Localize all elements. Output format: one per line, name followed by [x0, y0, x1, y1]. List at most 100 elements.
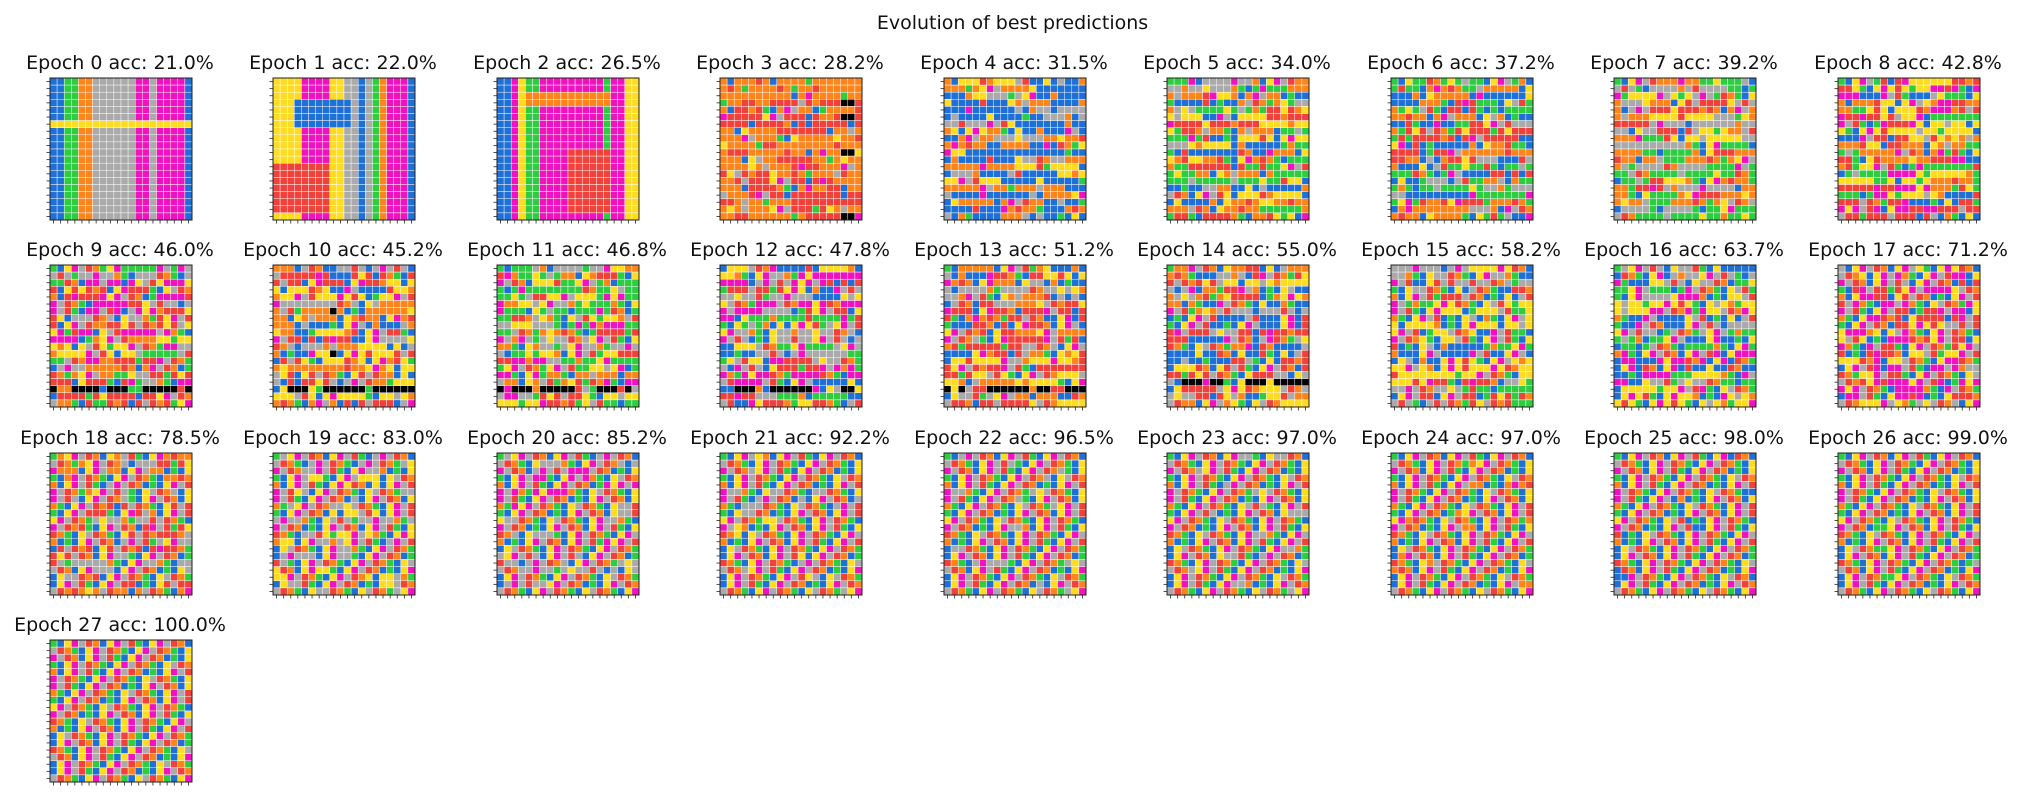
grid-cell: [539, 170, 547, 178]
grid-cell: [719, 84, 728, 93]
grid-cell: [127, 141, 136, 150]
grid-cell: [1440, 84, 1449, 93]
grid-cell: [1642, 99, 1650, 107]
grid-cell: [1266, 205, 1274, 214]
grid-cell: [610, 99, 618, 107]
grid-cell: [56, 378, 65, 386]
grid-cell: [1251, 170, 1260, 178]
grid-cell: [177, 106, 186, 114]
grid-cell: [1727, 212, 1735, 221]
grid-cell: [1620, 191, 1629, 199]
grid-cell: [343, 293, 352, 301]
grid-cell: [85, 91, 93, 100]
grid-cell: [301, 399, 309, 408]
grid-cell: [1922, 120, 1931, 128]
grid-cell: [776, 91, 785, 100]
grid-cell: [127, 205, 136, 214]
grid-cell: [1930, 113, 1938, 121]
grid-cell: [400, 106, 409, 114]
grid-cell: [142, 84, 150, 93]
grid-cell: [1028, 77, 1037, 86]
grid-cell: [1734, 184, 1743, 192]
grid-cell: [149, 286, 157, 294]
grid-cell: [1965, 141, 1974, 150]
grid-cell: [315, 141, 323, 150]
grid-cell: [393, 378, 402, 386]
grid-cell: [379, 364, 387, 372]
grid-cell: [1727, 84, 1735, 93]
grid-cell: [286, 77, 295, 86]
grid-cell: [1447, 113, 1456, 121]
grid-cell: [156, 91, 164, 100]
grid-cell: [56, 371, 65, 379]
grid-cell: [1440, 162, 1449, 171]
grid-cell: [1287, 99, 1296, 107]
grid-cell: [350, 392, 359, 401]
grid-cell: [1259, 155, 1267, 164]
grid-cell: [1490, 177, 1498, 185]
grid-cell: [149, 300, 157, 308]
grid-cell: [1280, 77, 1288, 86]
grid-cell: [1251, 113, 1260, 121]
grid-cell: [85, 364, 93, 372]
grid-cell: [1677, 205, 1686, 214]
grid-cell: [1944, 198, 1952, 207]
grid-cell: [525, 264, 533, 273]
grid-cell: [336, 378, 345, 386]
grid-cell: [329, 177, 338, 185]
grid-cell: [92, 307, 100, 315]
grid-cell: [762, 91, 770, 100]
grid-cell: [1216, 184, 1225, 192]
grid-cell: [357, 357, 366, 365]
grid-cell: [1014, 170, 1023, 178]
grid-cell: [315, 385, 323, 394]
grid-cell: [134, 212, 143, 221]
grid-cell: [49, 198, 58, 207]
grid-cell: [120, 300, 129, 308]
grid-cell: [127, 212, 136, 221]
grid-cell: [163, 120, 171, 128]
grid-cell: [783, 113, 792, 121]
grid-cell: [603, 198, 611, 207]
grid-cell: [755, 99, 763, 107]
grid-cell: [1426, 198, 1434, 207]
grid-cell: [719, 177, 728, 185]
grid-cell: [1635, 127, 1643, 136]
grid-cell: [170, 134, 179, 143]
grid-cell: [1043, 155, 1051, 164]
grid-cell: [1851, 120, 1860, 128]
grid-cell: [170, 307, 179, 315]
grid-cell: [1642, 148, 1650, 157]
grid-cell: [1837, 205, 1846, 214]
grid-cell: [142, 106, 150, 114]
grid-cell: [1866, 141, 1874, 150]
grid-cell: [1007, 134, 1016, 143]
grid-cell: [833, 191, 841, 199]
grid-cell: [603, 84, 611, 93]
grid-cell: [1419, 177, 1427, 185]
grid-cell: [1468, 106, 1477, 114]
grid-cell: [518, 155, 526, 164]
grid-cell: [322, 378, 331, 386]
grid-cell: [1837, 198, 1846, 207]
grid-cell: [783, 148, 792, 157]
grid-cell: [272, 349, 281, 358]
grid-cell: [1713, 184, 1721, 192]
grid-cell: [142, 271, 150, 280]
grid-cell: [177, 300, 186, 308]
grid-cell: [510, 120, 519, 128]
grid-cell: [1525, 162, 1534, 171]
grid-cell: [617, 148, 626, 157]
grid-cell: [56, 134, 65, 143]
grid-cell: [755, 177, 763, 185]
grid-cell: [120, 364, 129, 372]
grid-cell: [804, 191, 813, 199]
grid-cell: [99, 264, 108, 273]
grid-cell: [1887, 177, 1896, 185]
grid-cell: [1273, 155, 1281, 164]
grid-cell: [1397, 205, 1406, 214]
grid-cell: [1635, 177, 1643, 185]
grid-cell: [812, 162, 820, 171]
grid-cell: [1468, 191, 1477, 199]
grid-cell: [1620, 84, 1629, 93]
